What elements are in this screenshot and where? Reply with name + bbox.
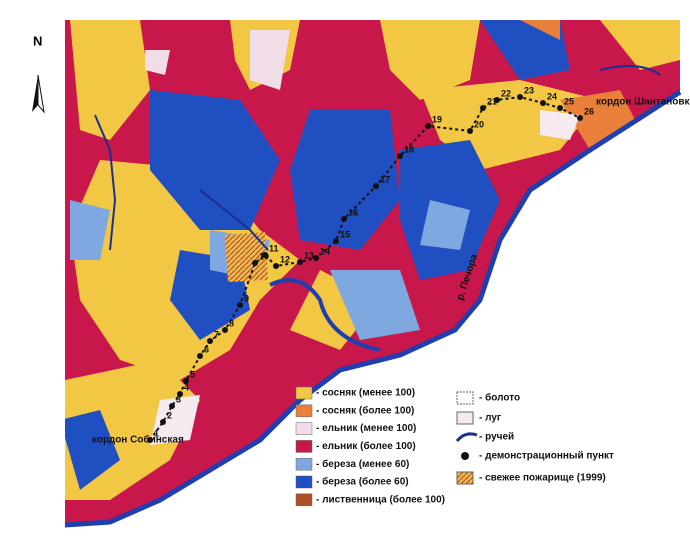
demo-point	[517, 94, 523, 100]
demo-point	[297, 259, 303, 265]
point-number: 18	[404, 144, 414, 154]
demo-point	[540, 100, 546, 106]
point-number: 14	[320, 246, 330, 256]
legend-label: - ельник (более 100)	[316, 440, 416, 452]
demo-point	[237, 302, 243, 308]
point-number: 2	[167, 410, 172, 420]
demo-point	[425, 123, 431, 129]
point-number: 16	[348, 207, 358, 217]
demo-point	[262, 252, 268, 258]
legend-label: - сосняк (более 100)	[316, 404, 414, 416]
demo-point	[183, 378, 189, 384]
demo-point	[160, 419, 166, 425]
point-number: 17	[380, 174, 390, 184]
point-number: 6	[204, 344, 209, 354]
legend-swatch	[295, 493, 313, 507]
legend-swatch	[295, 475, 313, 489]
demo-point	[341, 216, 347, 222]
legend-swatch	[456, 471, 474, 485]
point-number: 3	[176, 394, 181, 404]
point-number: 21	[487, 96, 497, 106]
demo-point	[480, 105, 486, 111]
point-number: 8	[229, 318, 234, 328]
north-arrow: N	[32, 33, 45, 114]
legend-label: - свежее пожарище (1999)	[479, 473, 606, 484]
stream	[599, 65, 661, 76]
demo-point	[252, 260, 258, 266]
point-number: 22	[501, 88, 511, 98]
point-number: 5	[190, 369, 195, 379]
legend-swatch	[295, 386, 313, 400]
place-label: кордон Шантановка	[596, 97, 690, 108]
demo-point	[333, 238, 339, 244]
place-label: кордон Собинская	[92, 434, 184, 446]
legend-label: - лиственница (более 100)	[316, 493, 445, 505]
legend-swatch	[295, 422, 313, 435]
legend: - сосняк (менее 100) - сосняк (более 100)…	[295, 386, 614, 507]
legend-label: - болото	[479, 392, 520, 404]
point-number: 1	[154, 428, 159, 438]
demo-point	[467, 128, 473, 134]
point-number: 15	[340, 229, 350, 239]
demo-point	[577, 115, 583, 121]
point-number: 25	[564, 96, 574, 106]
river-pechora	[64, 89, 682, 528]
legend-swatch	[461, 452, 469, 460]
demo-point	[147, 437, 153, 443]
demo-point	[169, 403, 175, 409]
demo-point	[177, 391, 183, 397]
demo-point	[557, 105, 563, 111]
demo-point	[273, 263, 279, 269]
point-number: 11	[269, 243, 279, 253]
stream	[199, 189, 269, 251]
point-number: 12	[280, 254, 290, 264]
legend-swatch	[295, 404, 313, 418]
legend-swatch	[456, 411, 474, 425]
point-number: 13	[304, 250, 314, 260]
point-number: 19	[432, 114, 442, 124]
river-bend	[269, 278, 381, 352]
demo-point	[207, 338, 213, 344]
legend-label: - ручей	[479, 432, 514, 443]
demo-point	[494, 97, 500, 103]
demo-point	[197, 353, 203, 359]
point-number: 20	[474, 119, 484, 129]
demo-point	[397, 153, 403, 159]
demo-point	[313, 255, 319, 261]
point-number: 26	[584, 106, 594, 116]
legend-label: - ельник (менее 100)	[316, 423, 416, 434]
legend-label: - береза (менее 60)	[316, 458, 409, 470]
stream	[94, 114, 117, 251]
point-number: 7	[214, 329, 219, 339]
legend-label: - сосняк (менее 100)	[316, 388, 415, 399]
point-number: 24	[547, 91, 557, 101]
legend-label: - луг	[479, 413, 501, 424]
demo-point	[373, 183, 379, 189]
legend-swatch	[295, 440, 313, 453]
north-label: N	[33, 33, 42, 48]
legend-swatch	[456, 391, 474, 405]
legend-swatch	[295, 457, 313, 471]
point-number: 4	[184, 382, 189, 392]
point-number: 23	[524, 85, 534, 95]
demo-point	[222, 327, 228, 333]
legend-label: - демонстрационный пункт	[479, 451, 614, 462]
point-number: 9	[244, 293, 249, 303]
legend-swatch	[455, 432, 478, 442]
legend-label: - береза (более 60)	[316, 476, 409, 488]
